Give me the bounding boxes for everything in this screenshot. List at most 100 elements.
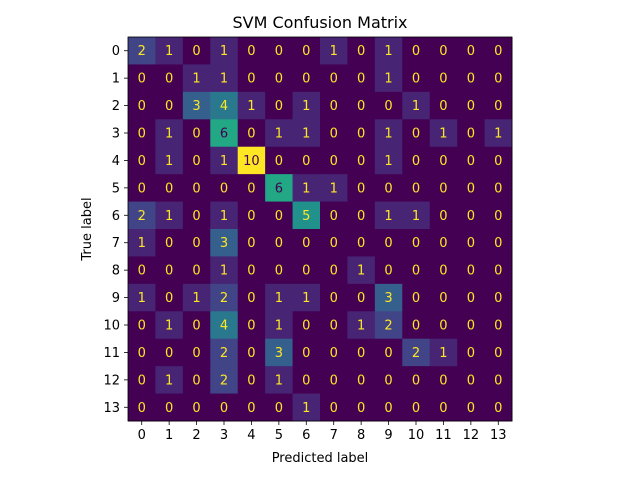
heatmap-cell xyxy=(237,393,266,422)
cell-value-label: 0 xyxy=(220,401,228,416)
heatmap-cell xyxy=(374,64,403,93)
cell-value-label: 0 xyxy=(192,319,200,334)
cell-value-label: 0 xyxy=(138,373,146,388)
heatmap-cell xyxy=(265,311,294,340)
heatmap-cell xyxy=(320,393,348,422)
heatmap-cell xyxy=(128,37,156,65)
y-tick-label: 5 xyxy=(112,181,120,196)
heatmap-cell xyxy=(210,283,239,312)
cell-value-label: 0 xyxy=(439,72,447,87)
cell-value-label: 0 xyxy=(494,72,502,87)
cell-value-label: 0 xyxy=(330,346,338,361)
cell-value-label: 0 xyxy=(494,291,502,306)
heatmap-cell xyxy=(128,393,156,422)
heatmap-cell xyxy=(128,229,156,257)
heatmap-cell xyxy=(402,146,431,175)
cell-value-label: 0 xyxy=(494,346,502,361)
heatmap-cell xyxy=(484,311,513,340)
heatmap-cell xyxy=(155,366,184,395)
cell-value-label: 0 xyxy=(494,154,502,169)
cell-value-label: 1 xyxy=(275,127,283,142)
heatmap-cell xyxy=(265,393,294,422)
cell-value-label: 1 xyxy=(275,373,283,388)
cell-value-label: 0 xyxy=(302,319,310,334)
cell-value-label: 0 xyxy=(467,264,475,279)
cell-value-label: 1 xyxy=(330,181,338,196)
cell-value-label: 0 xyxy=(302,44,310,59)
cell-value-label: 0 xyxy=(165,99,173,114)
heatmap-cell xyxy=(374,256,403,285)
cell-value-labels: 2 1 0 1 0 0 0 1 0 1 0 0 0 00 0 1 1 0 0 0 0 0 1 0 0 0 00 0 3 4 1 0 1 0 0 0 1 0… xyxy=(138,44,503,416)
cell-value-label: 3 xyxy=(275,346,283,361)
heatmap-cell xyxy=(182,201,211,230)
cell-value-label: 0 xyxy=(439,319,447,334)
cell-value-label: 0 xyxy=(439,264,447,279)
cell-value-label: 1 xyxy=(165,209,173,224)
heatmap-cell xyxy=(128,64,156,93)
heatmap-cell xyxy=(347,229,376,257)
cell-value-label: 1 xyxy=(247,99,255,114)
heatmap-cell xyxy=(457,311,486,340)
heatmap-cell xyxy=(210,229,239,257)
cell-value-label: 0 xyxy=(275,44,283,59)
heatmap-cell xyxy=(429,256,458,285)
heatmap-cell xyxy=(320,229,348,257)
cell-value-label: 1 xyxy=(165,44,173,59)
heatmap-cell xyxy=(182,366,211,395)
heatmap-cell xyxy=(265,366,294,395)
heatmap-cell xyxy=(320,37,348,65)
cell-value-label: 1 xyxy=(220,209,228,224)
cell-value-label: 2 xyxy=(220,373,228,388)
heatmap-cell xyxy=(484,393,513,422)
heatmap-cell xyxy=(429,174,458,203)
y-tick-label: 1 xyxy=(112,72,120,87)
heatmap-cell xyxy=(155,256,184,285)
heatmap-cell xyxy=(402,37,431,65)
cell-value-label: 0 xyxy=(494,319,502,334)
cell-value-label: 1 xyxy=(275,291,283,306)
heatmap-cell xyxy=(484,229,513,257)
heatmap-cell xyxy=(374,311,403,340)
cell-value-label: 1 xyxy=(275,319,283,334)
cell-value-label: 0 xyxy=(467,209,475,224)
heatmap-cell xyxy=(265,91,294,120)
heatmap-cell xyxy=(237,256,266,285)
cell-value-label: 1 xyxy=(494,127,502,142)
heatmap-cell xyxy=(457,201,486,230)
cell-value-label: 0 xyxy=(192,373,200,388)
heatmap-cell xyxy=(429,119,458,148)
cell-value-label: 0 xyxy=(192,236,200,251)
plot-frame xyxy=(127,36,513,422)
cell-value-label: 1 xyxy=(220,72,228,87)
cell-value-label: 0 xyxy=(330,319,338,334)
cell-value-label: 1 xyxy=(165,373,173,388)
heatmap-cell xyxy=(292,174,321,203)
y-tick-label: 4 xyxy=(112,154,120,169)
heatmap-cell xyxy=(265,37,294,65)
cell-value-label: 0 xyxy=(412,291,420,306)
cell-value-label: 10 xyxy=(243,154,260,169)
heatmap-cell xyxy=(457,64,486,93)
cell-value-label: 0 xyxy=(494,209,502,224)
heatmap-cell xyxy=(210,64,239,93)
cell-value-label: 0 xyxy=(165,72,173,87)
heatmap-cell xyxy=(155,119,184,148)
heatmap-cell xyxy=(182,311,211,340)
heatmap-cell xyxy=(237,64,266,93)
cell-value-label: 0 xyxy=(192,264,200,279)
heatmap-cell xyxy=(182,256,211,285)
cell-value-label: 1 xyxy=(302,401,310,416)
heatmap-cell xyxy=(237,119,266,148)
cell-value-label: 0 xyxy=(275,236,283,251)
y-tick-label: 8 xyxy=(112,264,120,279)
heatmap-cell xyxy=(320,119,348,148)
cell-value-label: 1 xyxy=(384,127,392,142)
heatmap-cell xyxy=(402,366,431,395)
heatmap-cell xyxy=(237,229,266,257)
cell-value-label: 0 xyxy=(439,44,447,59)
heatmap-cell xyxy=(265,338,294,367)
heatmap-cell xyxy=(292,338,321,367)
x-tick-label: 0 xyxy=(138,428,146,443)
heatmap-cell xyxy=(347,119,376,148)
heatmap-cell xyxy=(402,311,431,340)
